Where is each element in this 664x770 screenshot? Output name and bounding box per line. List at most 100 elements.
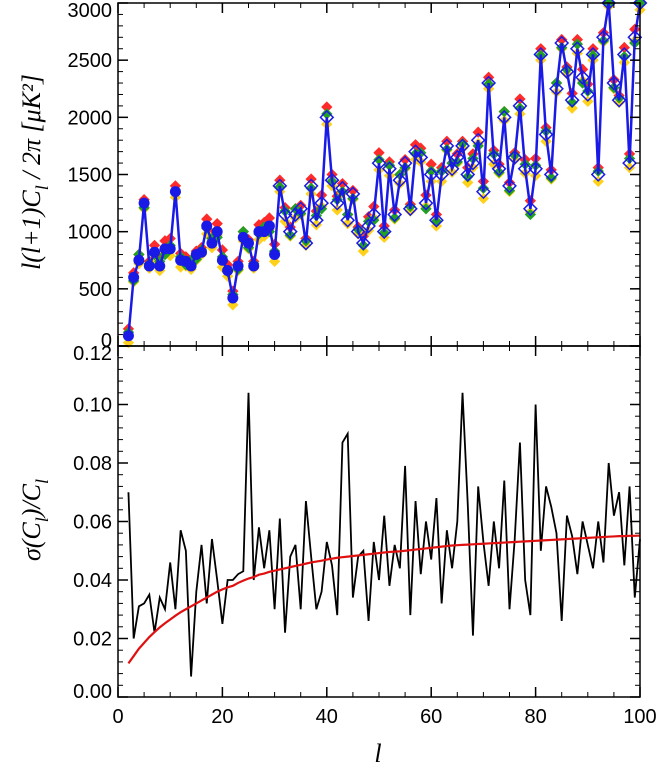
y-tick-label: 0.08	[73, 453, 112, 475]
data-point	[622, 155, 637, 171]
data-point	[366, 207, 382, 222]
data-point	[606, 75, 622, 91]
data-point	[263, 220, 275, 232]
relative-error-panel: 0 20 40 60 80 100 0.00 0.02 0.04 0.06 0.08 0.10 0.12…	[17, 343, 657, 768]
data-point	[632, 0, 648, 11]
scatter-diamond	[425, 165, 437, 177]
y-tick-label: 2500	[68, 50, 113, 72]
scatter-diamond	[389, 212, 401, 224]
data-point	[423, 167, 439, 182]
data-point	[538, 127, 554, 142]
data-point	[387, 207, 403, 222]
scatter-diamond	[373, 153, 385, 166]
y-tick-label: 1000	[68, 222, 113, 244]
data-point	[282, 224, 298, 240]
power-spectrum-panel: 0 500 1000 1500 2000 2500 3000 l(l+1)Cl / 2π […	[17, 0, 648, 352]
data-point	[355, 235, 371, 251]
data-point	[428, 212, 444, 228]
data-point	[596, 29, 611, 45]
scatter-diamond	[336, 177, 349, 190]
data-point	[486, 149, 502, 165]
scatter-diamond	[571, 38, 584, 50]
scatter-diamond	[310, 219, 323, 231]
data-point	[324, 172, 340, 188]
data-point	[298, 235, 314, 251]
data-point	[522, 201, 538, 217]
data-point	[227, 292, 239, 304]
data-point	[196, 246, 208, 258]
y-tick-label: 0.06	[73, 512, 112, 534]
scatter-diamond	[357, 245, 369, 257]
x-tick-label: 80	[524, 706, 546, 728]
relative-error-frame	[117, 345, 641, 698]
y-tick-label: 2000	[68, 107, 113, 129]
data-point	[533, 47, 549, 62]
data-point	[143, 260, 155, 272]
data-point	[502, 178, 517, 194]
data-point	[206, 237, 218, 249]
data-point	[376, 224, 392, 240]
data-point	[361, 218, 376, 234]
data-point	[288, 207, 303, 222]
data-point	[543, 167, 559, 182]
data-point	[449, 149, 465, 165]
power-spectrum-series	[122, 0, 648, 349]
data-point	[549, 81, 564, 97]
scatter-diamond	[342, 218, 354, 230]
cosmic-variance-line	[127, 534, 641, 665]
data-point	[201, 220, 213, 232]
data-point	[232, 260, 244, 272]
data-point	[517, 161, 533, 177]
y-tick-label: 0.00	[73, 681, 112, 703]
data-point	[569, 41, 585, 57]
x-tick-label: 20	[211, 706, 233, 728]
data-point	[616, 47, 632, 62]
y-tick-label: 500	[79, 279, 112, 301]
scatter-diamond	[446, 166, 458, 178]
data-point	[481, 75, 497, 91]
x-tick-label: 60	[420, 706, 442, 728]
data-point	[434, 167, 450, 182]
y-tick-label: 0.10	[73, 395, 112, 417]
scatter-diamond	[556, 33, 568, 46]
data-point	[455, 138, 470, 154]
data-point	[496, 109, 512, 125]
y-tick-label: 0.04	[73, 570, 112, 592]
data-point	[138, 197, 150, 209]
data-point	[460, 167, 476, 182]
power-spectrum-axes: 0 500 1000 1500 2000 2500 3000	[68, 0, 641, 352]
multipole-xlabel: l	[374, 739, 381, 768]
data-point	[627, 29, 643, 45]
data-point	[371, 155, 387, 171]
data-point	[149, 246, 161, 258]
data-point	[314, 195, 330, 211]
scatter-diamond	[493, 166, 505, 178]
data-point	[408, 144, 423, 160]
y-tick-label: 1500	[68, 165, 113, 187]
data-point	[293, 201, 309, 217]
scatter-diamond	[373, 147, 385, 159]
data-point	[248, 260, 260, 272]
data-point	[272, 178, 288, 194]
data-point	[444, 161, 460, 177]
x-tick-label: 100	[623, 706, 656, 728]
power-spectrum-ylabel: l(l+1)Cl / 2π [μK²]	[17, 74, 52, 270]
measured-error-line	[127, 392, 641, 677]
relative-error-ylabel: σ(Cl)/Cl	[17, 479, 52, 561]
data-point	[512, 98, 528, 114]
data-point	[585, 47, 601, 62]
scatter-diamond	[623, 161, 636, 174]
scatter-diamond	[545, 172, 557, 184]
data-point	[601, 0, 617, 11]
data-point	[211, 226, 223, 238]
y-tick-label: 0.02	[73, 629, 112, 651]
data-point	[122, 330, 134, 342]
relative-error-axes: 0 20 40 60 80 100 0.00 0.02 0.04 0.06 0.08 0.10 0.12	[73, 343, 657, 728]
data-point	[345, 186, 361, 202]
y-tick-label: 3000	[68, 0, 113, 22]
scatter-diamond	[503, 184, 516, 197]
data-point	[303, 178, 319, 194]
data-point	[470, 132, 486, 148]
data-point	[402, 201, 418, 217]
